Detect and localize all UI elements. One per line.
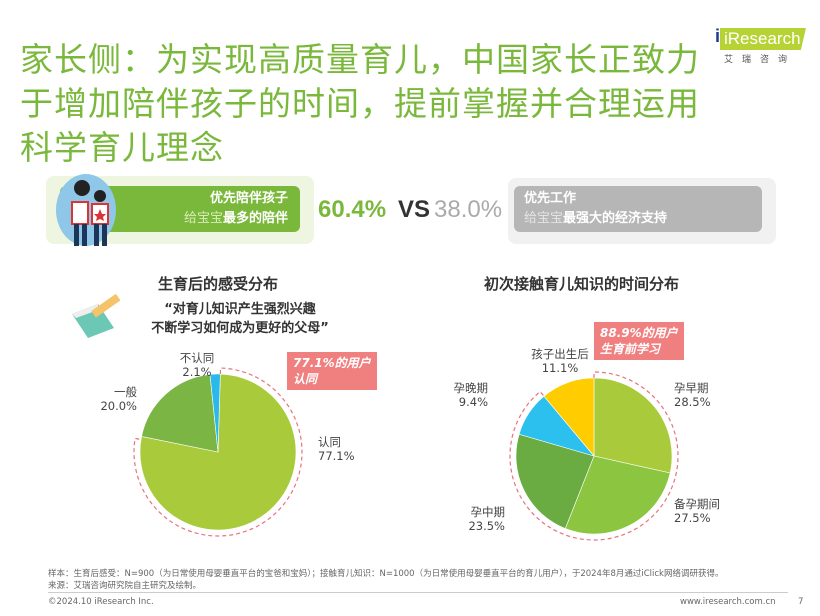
left-value: 60.4% — [318, 196, 387, 223]
left-line2-light: 给宝宝 — [183, 211, 223, 226]
logo-text: iResearch — [724, 29, 801, 48]
highlight-dashed-arc — [133, 367, 303, 537]
page-number: 7 — [798, 597, 804, 607]
pie-slice-2 — [515, 433, 595, 529]
pie-slice-4 — [543, 377, 595, 457]
right-line1: 优先工作 — [524, 191, 577, 206]
parents-illustration — [56, 174, 116, 246]
slice-value-label: 28.5% — [674, 395, 711, 409]
sample-note: 样本：生育后感受：N=900（为日常使用母婴垂直平台的宝爸和宝妈）；接触育儿知识… — [48, 569, 724, 579]
pie-slice-1 — [141, 374, 219, 453]
source-note: 来源：艾瑞咨询研究院自主研究及绘制。 — [48, 581, 202, 591]
chart2-callout: 88.9%的用户 生育前学习 — [594, 322, 684, 360]
chart1-callout: 77.1%的用户 认同 — [287, 352, 377, 390]
vs-label: VS — [398, 196, 431, 223]
slice-name-label: 备孕期间 — [674, 497, 720, 511]
right-line2-light: 给宝宝 — [524, 211, 564, 226]
divider — [48, 592, 788, 593]
slice-name-label: 孕中期 — [471, 505, 506, 519]
chart1-title: 生育后的感受分布 — [158, 275, 279, 293]
chart1-quote: “对育儿知识产生强烈兴趣 不断学习如何成为更好的父母” — [151, 302, 329, 336]
footnote: 样本：生育后感受：N=900（为日常使用母婴垂直平台的宝爸和宝妈）；接触育儿知识… — [48, 568, 723, 592]
slice-value-label: 9.4% — [459, 395, 488, 409]
website-link[interactable]: www.iresearch.com.cn — [680, 597, 776, 607]
slice-value-label: 11.1% — [542, 361, 579, 375]
copyright: ©2024.10 iResearch Inc. — [48, 597, 154, 607]
right-line2-bold: 最强大的经济支持 — [563, 211, 668, 226]
pie-slice-1 — [564, 455, 671, 535]
right-value: 38.0% — [434, 196, 503, 223]
slice-value-label: 23.5% — [468, 519, 505, 533]
slice-name-label: 孕早期 — [674, 381, 709, 395]
slice-name-label: 一般 — [114, 385, 137, 399]
slice-value-label: 27.5% — [674, 511, 711, 525]
highlight-dashed-arc — [509, 371, 679, 541]
slice-name-label: 认同 — [318, 435, 341, 449]
iresearch-logo: i iResearch 艾瑞咨询 — [706, 26, 806, 65]
logo-cn: 艾瑞咨询 — [724, 55, 797, 65]
book-pencil-icon — [72, 294, 121, 338]
slice-name-label: 孕晚期 — [454, 381, 489, 395]
slice-value-label: 2.1% — [182, 365, 211, 379]
left-line2-bold: 最多的陪伴 — [222, 211, 288, 226]
slice-name-label: 孩子出生后 — [531, 347, 589, 361]
page-title: 家长侧：为实现高质量育儿，中国家长正致力于增加陪伴孩子的时间，提前掌握并合理运用… — [20, 40, 700, 167]
pie-slice-0 — [593, 377, 673, 474]
slice-value-label: 20.0% — [100, 399, 137, 413]
comparison-right-box: 优先工作 给宝宝最强大的经济支持 — [514, 186, 762, 232]
slice-name-label: 不认同 — [180, 351, 215, 365]
left-line1: 优先陪伴孩子 — [209, 191, 288, 206]
chart2-title: 初次接触育儿知识的时间分布 — [484, 275, 680, 293]
slice-value-label: 77.1% — [318, 449, 355, 463]
